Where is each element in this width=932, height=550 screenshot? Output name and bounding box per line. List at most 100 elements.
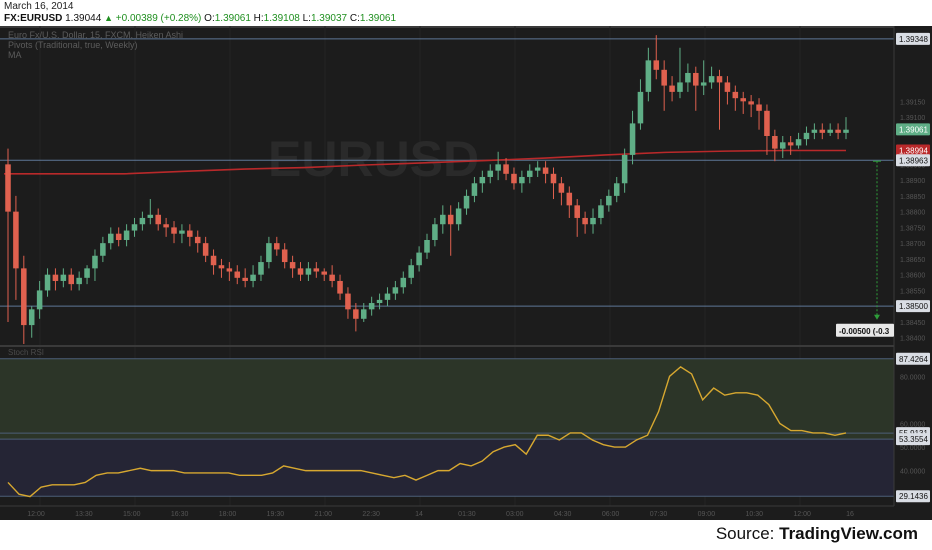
open-label: O: xyxy=(204,13,215,24)
price-axis: 1.393401.391501.391001.389501.389001.388… xyxy=(893,26,932,520)
candle-body xyxy=(194,236,201,244)
time-axis-background xyxy=(0,506,932,520)
ticker-line: FX:EURUSD 1.39044 ▲ +0.00389 (+0.28%) O:… xyxy=(4,13,396,24)
candle-body xyxy=(606,195,612,206)
open-value: 1.39061 xyxy=(214,13,251,24)
candle-body xyxy=(432,224,438,240)
price-tag-label: 1.39061 xyxy=(899,125,928,134)
candle-body xyxy=(463,195,470,209)
price-tick-label: 1.38900 xyxy=(900,178,925,185)
measure-tool[interactable]: -0.00500 (-0.3 xyxy=(836,160,894,337)
candle-body xyxy=(321,271,327,275)
candle-body xyxy=(787,142,794,146)
candle-body xyxy=(171,227,177,234)
candle-body xyxy=(218,265,225,269)
price-tick-label: 1.38700 xyxy=(900,241,925,248)
candle-body xyxy=(661,69,667,86)
candle-body xyxy=(645,60,652,92)
oscillator-line xyxy=(7,365,847,498)
oscillator-bands xyxy=(0,358,894,497)
low-value: 1.39037 xyxy=(310,13,348,24)
candle-body xyxy=(329,274,335,281)
symbol-label: FX:EURUSD xyxy=(4,13,63,24)
candle-body xyxy=(803,132,810,140)
candle-body xyxy=(693,72,699,86)
candle-body xyxy=(163,224,169,228)
price-tag-label: 1.39348 xyxy=(899,35,928,44)
candle-body xyxy=(629,123,636,155)
candle-body xyxy=(313,268,320,272)
time-tick-label: 12:00 xyxy=(793,511,811,518)
candle-body xyxy=(84,268,90,278)
measure-arrow-icon xyxy=(874,314,880,320)
stoch-rsi-line xyxy=(7,365,847,498)
candle-body xyxy=(155,214,161,225)
source-credit: Source: TradingView.com xyxy=(716,524,918,544)
price-tag xyxy=(896,154,930,167)
price-chart[interactable]: EURUSD 1.393401.391501.391001.389501.389… xyxy=(0,26,932,520)
candle-body xyxy=(76,277,82,285)
oscillator-tag xyxy=(896,490,930,503)
oscillator-tag-label: 29.1436 xyxy=(899,492,928,501)
price-tick-label: 1.39100 xyxy=(900,115,925,122)
pane-separator[interactable] xyxy=(0,345,894,347)
candle-body xyxy=(440,214,446,225)
candles xyxy=(5,35,849,344)
oscillator-title[interactable]: Stoch RSI xyxy=(8,348,44,357)
source-name: TradingView.com xyxy=(779,524,918,543)
candle-body xyxy=(455,208,462,225)
candle-body xyxy=(503,164,509,174)
price-tick-label: 1.38650 xyxy=(900,257,925,264)
oscillator-band-upper xyxy=(0,358,894,440)
candle-body xyxy=(835,129,841,133)
legend-ma[interactable]: MA xyxy=(8,50,22,60)
price-tick-label: 1.38750 xyxy=(900,225,925,232)
price-tag xyxy=(896,300,930,313)
level-lines xyxy=(0,38,894,307)
candle-body xyxy=(226,268,233,272)
candle-body xyxy=(345,293,351,310)
time-tick-label: 07:30 xyxy=(650,511,668,518)
price-tag-label: 1.38994 xyxy=(899,146,928,155)
candle-body xyxy=(598,205,604,218)
high-value: 1.39108 xyxy=(263,13,300,24)
candle-body xyxy=(519,176,525,184)
candle-body xyxy=(550,173,557,184)
price-tag xyxy=(896,32,930,45)
time-tick-label: 21:00 xyxy=(315,511,333,518)
measure-label-box xyxy=(836,323,894,337)
candle-body xyxy=(700,82,707,86)
legend-pivots[interactable]: Pivots (Traditional, true, Weekly) xyxy=(8,40,138,50)
candle-body xyxy=(202,243,209,256)
candle-body xyxy=(566,192,573,206)
candle-body xyxy=(400,277,407,288)
candle-body xyxy=(621,154,628,184)
candle-body xyxy=(123,230,130,240)
candle-body xyxy=(289,262,296,269)
candle-body xyxy=(590,217,596,225)
candle-body xyxy=(819,129,826,133)
price-tag-label: 1.38500 xyxy=(899,302,928,311)
oscillator-tag xyxy=(896,352,930,365)
candle-body xyxy=(740,98,746,102)
price-tick-label: 1.38550 xyxy=(900,288,925,295)
candle-body xyxy=(511,173,517,184)
candle-body xyxy=(100,243,106,256)
legend-series[interactable]: Euro Fx/U.S. Dollar, 15, FXCM, Heiken As… xyxy=(8,30,183,40)
candle-body xyxy=(447,214,454,225)
candle-body xyxy=(147,214,154,218)
oscillator-tag-label: 87.4264 xyxy=(899,355,928,364)
candle-body xyxy=(384,293,391,300)
price-tick-label: 1.38600 xyxy=(900,273,925,280)
high-label: H: xyxy=(253,13,264,24)
moving-average xyxy=(4,149,846,175)
time-tick-label: 06:00 xyxy=(602,511,620,518)
chart-top-border xyxy=(0,26,932,28)
price-tick-label: 1.38450 xyxy=(900,320,925,327)
candle-body xyxy=(637,91,644,124)
candle-body xyxy=(764,110,770,136)
candle-body xyxy=(495,164,501,171)
candle-body xyxy=(28,309,35,326)
candle-body xyxy=(613,183,620,196)
candle-body xyxy=(139,217,146,225)
